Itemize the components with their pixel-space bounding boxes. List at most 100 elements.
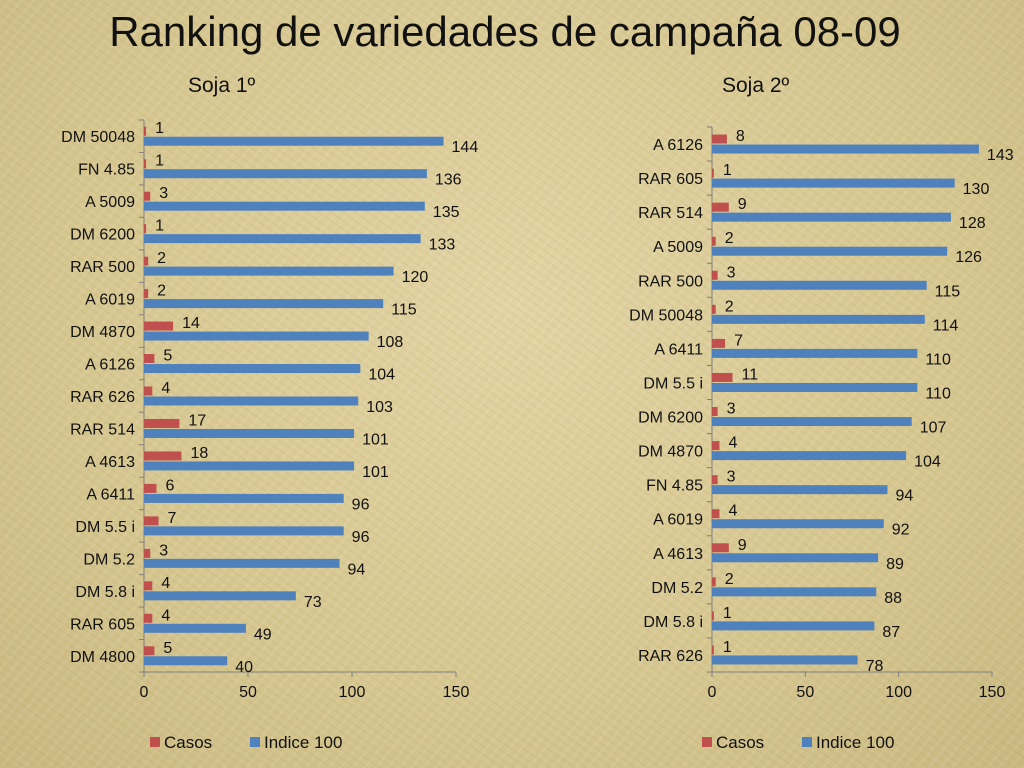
chart-2-bar-casos [712,270,718,280]
chart-1-label-indice: 136 [435,172,462,189]
chart-1-legend-casos-swatch [150,737,160,747]
chart-2-label-casos: 3 [727,401,736,418]
chart-1-category-label: FN 4.85 [78,162,135,179]
chart-2-bar-indice [712,178,955,188]
chart-2-label-casos: 2 [725,571,734,588]
chart-1-category-label: A 4613 [85,454,135,471]
chart-2-label-casos: 9 [738,196,747,213]
chart-2-label-indice: 115 [935,283,961,300]
chart-2-category-label: A 4613 [653,546,703,563]
chart-2-bar-indice [712,348,918,358]
chart-1-category-label: RAR 500 [70,259,135,276]
chart-1-label-indice: 49 [254,626,272,643]
chart-2-label-indice: 128 [959,215,986,232]
chart-2-category-label: DM 6200 [638,410,703,427]
chart-2-label-casos: 9 [738,537,747,554]
chart-2-label-casos: 1 [723,639,732,656]
chart-1-bar-indice [144,266,394,276]
chart-2-category-label: DM 5.5 i [643,375,703,392]
chart-2-bar-casos [712,475,718,485]
chart-1-bar-indice [144,136,444,146]
chart-1-category-label: A 6411 [86,486,135,503]
chart-2-label-indice: 143 [987,147,1014,164]
chart-2-label-casos: 2 [725,298,734,315]
chart-2-label-indice: 92 [892,522,910,539]
chart-1-label-casos: 2 [157,250,166,267]
chart-2-bar-indice [712,587,877,597]
chart-1-label-casos: 1 [155,120,164,137]
chart-2-x-tick-label: 150 [979,684,1006,701]
chart-1-label-casos: 1 [155,218,164,235]
chart-2-category-label: DM 5.8 i [643,614,703,631]
chart-1-label-casos: 14 [182,315,200,332]
chart-1-bar-indice [144,591,296,601]
chart-2-bar-indice [712,655,858,665]
chart-1-label-casos: 6 [165,477,174,494]
chart-2-bar-casos [712,509,720,519]
chart-2-category-label: DM 50048 [629,307,703,324]
chart-1-bar-indice [144,558,340,568]
chart-1-bar-casos [144,646,155,656]
chart-2-category-label: A 6411 [654,341,703,358]
chart-1-label-indice: 40 [235,659,253,676]
chart-1-label-casos: 1 [155,153,164,170]
chart-2-bar-casos [712,304,716,314]
chart-2-title: Soja 2º [722,74,790,97]
chart-1-label-indice: 94 [348,561,366,578]
chart-2-bar-indice [712,621,875,631]
chart-2-bar-indice [712,314,925,324]
chart-1-bar-indice [144,461,355,471]
chart-2-label-indice: 107 [920,420,947,437]
chart-2-bar-indice [712,485,888,495]
chart-1-bar-casos [144,224,147,234]
chart-1-bar-casos [144,418,180,428]
chart-1-bar-casos [144,321,174,331]
chart-1-label-indice: 73 [304,594,322,611]
chart-1-bar-indice [144,299,384,309]
chart-1-bar-casos [144,516,159,526]
chart-1-label-indice: 104 [368,367,395,384]
chart-2-label-casos: 1 [723,605,732,622]
chart-2-bar-casos [712,236,716,246]
chart-2-label-indice: 130 [963,181,990,198]
chart-2-label-casos: 11 [742,366,759,383]
chart-2-legend-indice-swatch [802,737,812,747]
chart-2-label-indice: 87 [882,624,900,641]
chart-2-label-indice: 94 [895,488,913,505]
chart-2-label-casos: 8 [736,128,745,145]
chart-2-label-indice: 78 [866,658,884,675]
chart-1-label-casos: 5 [163,348,172,365]
chart-1-x-tick-label: 150 [443,684,470,701]
chart-1-label-casos: 2 [157,283,166,300]
chart-2-category-label: FN 4.85 [646,478,703,495]
chart-1-bar-indice [144,331,369,341]
chart-1-bar-casos [144,354,155,364]
chart-2-label-indice: 126 [955,249,982,266]
chart-2-bar-indice [712,280,927,290]
chart-2-x-tick-label: 50 [796,684,814,701]
chart-2-bar-casos [712,372,733,382]
chart-2-x-tick-label: 0 [708,684,717,701]
chart-1-bar-indice [144,364,361,374]
chart-2-category-label: A 6126 [653,137,703,154]
chart-2-bar-indice [712,553,879,563]
chart-1-bar-casos [144,483,157,493]
chart-2-category-label: RAR 500 [638,273,703,290]
chart-1-bar-indice [144,656,228,666]
chart-1-legend-indice-swatch [250,737,260,747]
chart-1-label-indice: 144 [452,139,479,156]
chart-1-bar-casos [144,159,147,169]
chart-1-bar-indice [144,169,427,179]
chart-1-label-casos: 3 [159,542,168,559]
chart-1-bar-casos [144,191,151,201]
chart-1-label-indice: 115 [391,302,417,319]
chart-1-category-label: DM 5.5 i [75,519,135,536]
chart-1-category-label: DM 50048 [61,129,135,146]
chart-1-legend-indice: Indice 100 [264,733,342,752]
chart-2-label-casos: 3 [727,264,736,281]
chart-2-bar-casos [712,611,714,621]
chart-2-category-label: RAR 605 [638,171,703,188]
chart-1-category-label: A 6019 [85,292,135,309]
